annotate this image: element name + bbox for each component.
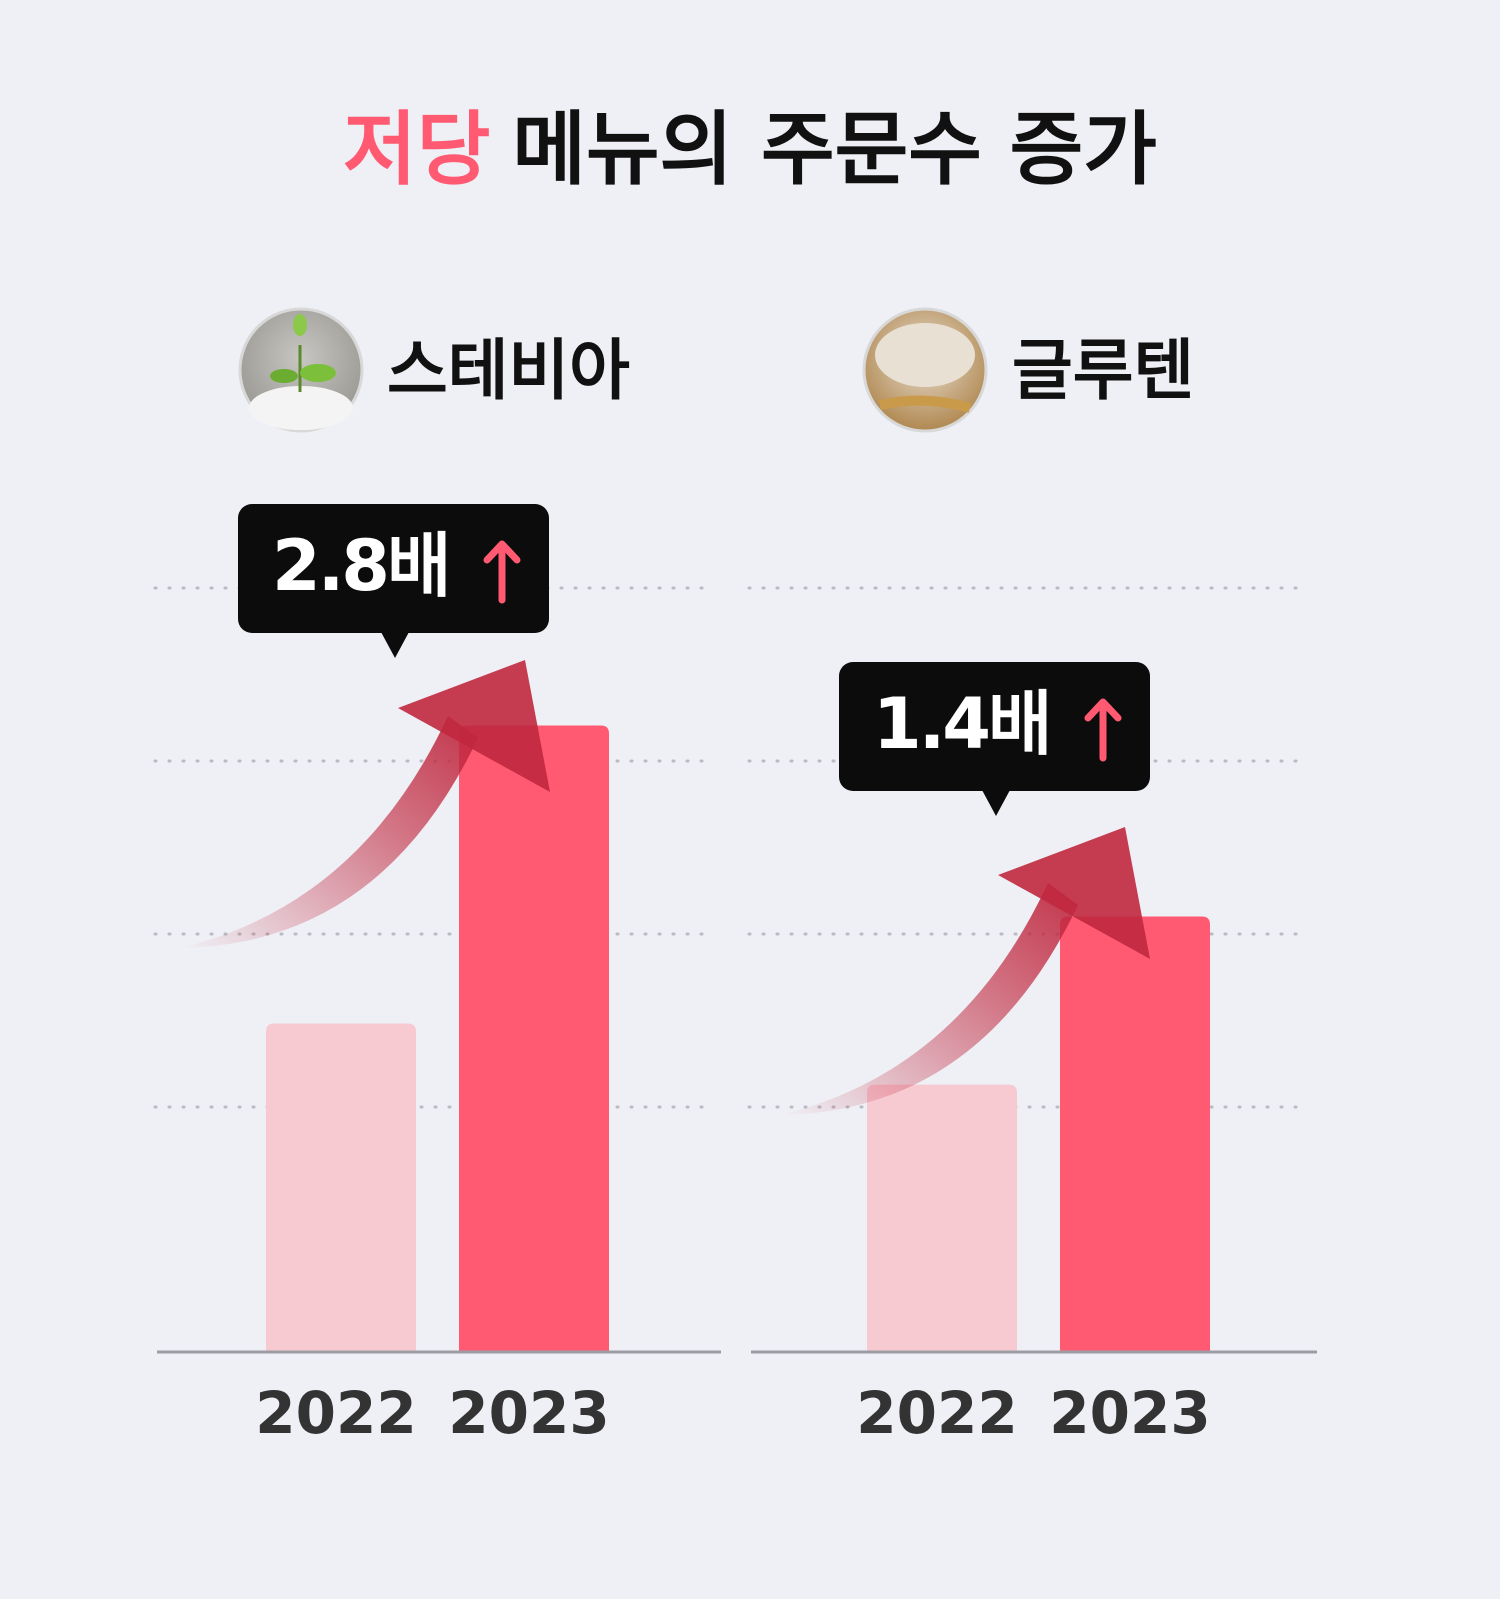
chart-title: 스테비아 [387, 332, 630, 409]
arrow-head [998, 827, 1150, 959]
x-tick-label: 2023 [448, 1379, 609, 1447]
x-tick-label: 2023 [1049, 1379, 1210, 1447]
growth-arrow [180, 660, 550, 948]
annotation: 2.8배 [272, 525, 448, 607]
bar [266, 1023, 416, 1352]
bar [459, 725, 609, 1352]
up-arrow-icon [483, 540, 521, 604]
callout-box [238, 504, 549, 633]
up-arrow-icon [1084, 698, 1122, 762]
x-tick-label: 2022 [255, 1379, 416, 1447]
callout-pointer [982, 790, 1010, 816]
callout-box [839, 662, 1150, 791]
title-rest: 메뉴의 주문수 증가 [512, 103, 1157, 196]
chart-title: 글루텐 [1012, 332, 1194, 409]
stevia-icon [238, 307, 364, 433]
arrow-shaft [180, 716, 478, 948]
gluten-icon [862, 307, 988, 433]
title-highlight: 저당 [343, 103, 490, 196]
annotation: 1.4배 [873, 683, 1049, 765]
bar [1060, 916, 1210, 1352]
page-title: 저당 메뉴의 주문수 증가 [343, 103, 1157, 196]
arrow-head [398, 660, 550, 792]
arrow-shaft [780, 883, 1078, 1115]
callout-pointer [381, 632, 409, 658]
growth-arrow [780, 827, 1150, 1115]
bar [867, 1084, 1017, 1352]
x-tick-label: 2022 [856, 1379, 1017, 1447]
